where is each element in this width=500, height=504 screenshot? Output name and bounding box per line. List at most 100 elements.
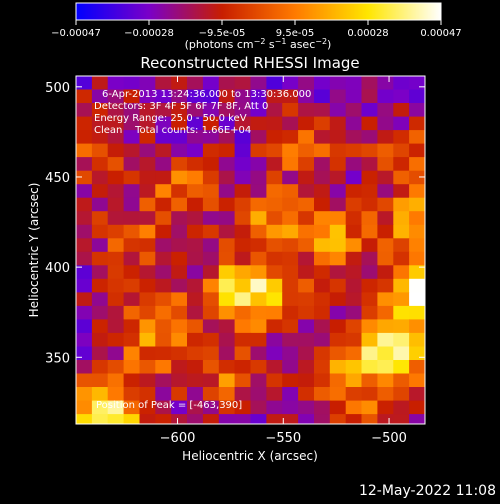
heatmap-cell <box>329 103 347 118</box>
heatmap-cell <box>377 251 394 266</box>
heatmap-cell <box>91 211 109 226</box>
heatmap-cell <box>76 251 93 266</box>
heatmap-cell <box>250 305 267 320</box>
heatmap-cell <box>361 387 378 402</box>
heatmap-cell <box>155 360 172 375</box>
heatmap-cell <box>234 400 252 415</box>
heatmap-cell <box>202 265 220 280</box>
heatmap-cell <box>76 157 93 172</box>
heatmap-cell <box>234 265 252 280</box>
heatmap-cell <box>425 144 442 158</box>
heatmap-cell <box>107 292 125 307</box>
heatmap-cell <box>393 224 410 239</box>
heatmap-cell <box>187 265 204 280</box>
heatmap-cell <box>282 305 299 320</box>
heatmap-cell <box>107 211 125 226</box>
heatmap-cell <box>155 184 172 199</box>
heatmap-cell <box>76 400 93 415</box>
heatmap-cell <box>393 305 410 320</box>
heatmap-cell <box>218 103 236 118</box>
heatmap-cell <box>107 251 125 266</box>
heatmap-cell <box>409 346 425 361</box>
heatmap-cell <box>107 414 125 424</box>
heatmap-cell <box>123 143 141 158</box>
heatmap-cell <box>345 265 363 280</box>
heatmap-cell <box>298 76 315 91</box>
heatmap-cell <box>202 414 220 424</box>
heatmap-cell <box>234 305 252 320</box>
heatmap-cell <box>250 238 267 253</box>
heatmap-cell <box>250 387 267 402</box>
heatmap-cell <box>314 400 331 415</box>
heatmap-cell <box>361 224 378 239</box>
heatmap-cell <box>266 89 283 104</box>
heatmap-cell <box>425 252 442 266</box>
heatmap-cell <box>329 332 347 347</box>
heatmap-cell <box>218 387 236 402</box>
heatmap-cell <box>266 305 283 320</box>
heatmap-cell <box>218 346 236 361</box>
heatmap-cell <box>187 116 204 131</box>
heatmap-cell <box>107 89 125 104</box>
heatmap-cell <box>202 332 220 347</box>
heatmap-cell <box>123 360 141 375</box>
heatmap-cell <box>329 251 347 266</box>
heatmap-cell <box>266 157 283 172</box>
heatmap-cell <box>345 292 363 307</box>
heatmap-cell <box>171 373 188 388</box>
heatmap-cell <box>107 319 125 334</box>
heatmap-cell <box>76 224 93 239</box>
heatmap-cell <box>155 305 172 320</box>
heatmap-cell <box>282 184 299 199</box>
heatmap-cell <box>123 305 141 320</box>
heatmap-cell <box>250 346 267 361</box>
heatmap-cell <box>314 360 331 375</box>
heatmap-cell <box>202 373 220 388</box>
time-range-text: 6-Apr-2013 13:24:36.000 to 13:30:36.000 <box>102 89 311 100</box>
colorbar: −0.00047 −0.00028 −9.5e-05 9.5e-05 0.00028 0.… <box>51 2 462 51</box>
heatmap-cell <box>91 224 109 239</box>
heatmap-cell <box>250 400 267 415</box>
heatmap-cell <box>425 428 442 442</box>
heatmap-cell <box>155 116 172 131</box>
peak-position-text: Position of Peak = [-463,390] <box>96 400 242 411</box>
heatmap-cell <box>91 400 109 415</box>
heatmap-cell <box>282 197 299 212</box>
heatmap-cell <box>425 76 442 90</box>
heatmap-cell <box>314 130 331 145</box>
heatmap-cell <box>298 278 315 293</box>
heatmap-cell <box>298 360 315 375</box>
heatmap-cell <box>250 89 267 104</box>
heatmap-cell <box>282 170 299 185</box>
heatmap-cell <box>202 143 220 158</box>
heatmap-cell <box>202 116 220 131</box>
heatmap-cell <box>425 292 442 306</box>
heatmap-cell <box>76 278 93 293</box>
heatmap-cell <box>266 278 283 293</box>
heatmap-cell <box>123 265 141 280</box>
footer-timestamp: 12-May-2022 11:08 <box>359 483 496 499</box>
heatmap-cell <box>298 346 315 361</box>
heatmap-cell <box>187 184 204 199</box>
heatmap-cell <box>171 346 188 361</box>
heatmap-cell <box>393 130 410 145</box>
heatmap-cell <box>329 414 347 424</box>
heatmap-cell <box>76 116 93 131</box>
heatmap-cell <box>107 76 125 91</box>
heatmap-cell <box>345 224 363 239</box>
heatmap-cell <box>155 373 172 388</box>
heatmap-cell <box>314 197 331 212</box>
heatmap-cell <box>282 414 299 424</box>
heatmap-cell <box>377 414 394 424</box>
heatmap-cell <box>409 387 425 402</box>
heatmap-cell <box>377 332 394 347</box>
heatmap-cell <box>298 305 315 320</box>
heatmap-cell <box>345 319 363 334</box>
heatmap-cell <box>187 76 204 91</box>
heatmap-cell <box>377 319 394 334</box>
heatmap-cell <box>361 373 378 388</box>
heatmap-cell <box>218 197 236 212</box>
heatmap-cell <box>345 170 363 185</box>
heatmap-cell <box>234 346 252 361</box>
heatmap-cell <box>361 76 378 91</box>
